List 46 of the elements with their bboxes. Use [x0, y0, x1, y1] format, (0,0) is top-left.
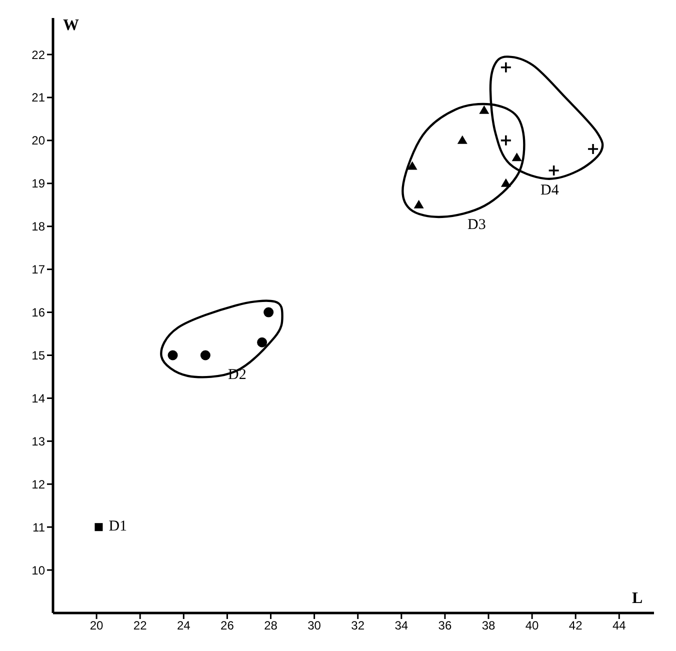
- point: [512, 152, 522, 162]
- x-tick-label: 30: [308, 618, 322, 633]
- point: [264, 307, 274, 318]
- point: [587, 143, 599, 155]
- series-label: D4: [540, 182, 560, 199]
- y-tick-label: 21: [32, 90, 46, 105]
- text: D3: [468, 216, 486, 233]
- y-tick-label: 11: [32, 520, 46, 534]
- y-tick-label: 15: [32, 348, 46, 362]
- y-axis-title: W: [63, 17, 79, 34]
- y-tick-label: 22: [32, 48, 46, 62]
- series-label: D1: [108, 518, 128, 535]
- point: [200, 350, 210, 360]
- y-tick-label: 12: [32, 477, 46, 492]
- x-axis-title: L: [632, 590, 643, 607]
- point: [500, 62, 512, 74]
- x-tick-label: 36: [438, 618, 452, 633]
- x-tick-label: 34: [394, 618, 408, 633]
- point: [94, 523, 103, 532]
- x-tick-label: 24: [176, 618, 191, 633]
- x-tick-label: 40: [525, 618, 540, 633]
- y-tick-label: 14: [32, 391, 46, 406]
- y-tick-label: 16: [32, 306, 46, 320]
- point: [407, 161, 418, 170]
- point: [168, 350, 178, 360]
- x-tick-label: 22: [133, 618, 148, 633]
- point: [257, 337, 268, 348]
- x-tick-label: 38: [482, 618, 496, 633]
- y-tick-label: 13: [32, 434, 46, 448]
- x-tick-label: 44: [612, 618, 626, 633]
- y-tick-label: 17: [32, 262, 46, 277]
- y-tick-label: 18: [32, 220, 46, 234]
- x-tick-label: 42: [568, 618, 583, 633]
- x-tick-label: 32: [351, 618, 365, 633]
- y-tick-label: 20: [32, 134, 46, 148]
- point: [479, 105, 490, 114]
- point: [414, 200, 424, 208]
- point: [457, 135, 468, 144]
- point: [548, 164, 560, 176]
- point: [500, 134, 512, 146]
- x-tick-label: 28: [264, 618, 278, 633]
- y-tick-label: 10: [32, 563, 46, 578]
- x-tick-label: 20: [90, 618, 104, 633]
- point: [500, 178, 511, 187]
- x-tick-label: 26: [220, 618, 234, 633]
- y-tick-label: 19: [32, 176, 46, 191]
